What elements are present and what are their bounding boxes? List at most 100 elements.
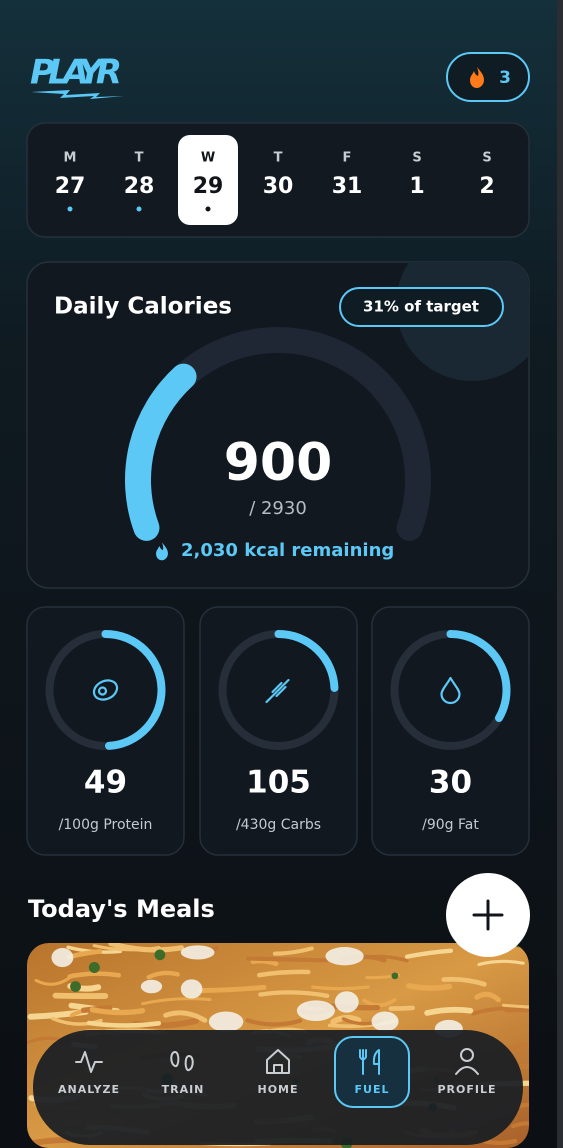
day-number[interactable]: 31 bbox=[332, 174, 363, 199]
noodle bbox=[197, 984, 267, 993]
nav-label[interactable]: ANALYZE bbox=[58, 1083, 120, 1096]
noodle bbox=[258, 990, 330, 999]
weekday[interactable]: S bbox=[412, 151, 421, 166]
macro-value: 105 bbox=[246, 765, 311, 801]
streak-flame bbox=[470, 67, 484, 88]
noodle bbox=[506, 1042, 529, 1051]
noodle bbox=[250, 958, 279, 967]
macro-ring bbox=[274, 630, 339, 692]
add-icon bbox=[472, 899, 504, 931]
weekday[interactable]: T bbox=[135, 151, 144, 166]
noodle bbox=[388, 1005, 415, 1011]
herb bbox=[154, 949, 166, 961]
noodle bbox=[502, 1003, 529, 1010]
protein-icon bbox=[92, 679, 119, 701]
macro-card bbox=[371, 606, 530, 856]
weekday[interactable]: F bbox=[343, 151, 352, 166]
herb bbox=[88, 961, 100, 974]
calories-remaining: 2,030 kcal remaining bbox=[181, 540, 394, 561]
weekday[interactable]: T bbox=[274, 151, 283, 166]
parmesan bbox=[180, 945, 215, 960]
nav-label[interactable]: PROFILE bbox=[437, 1083, 496, 1096]
day-number[interactable]: 27 bbox=[55, 174, 86, 199]
nav-active bbox=[334, 1036, 410, 1108]
noodle bbox=[405, 983, 453, 991]
noodle bbox=[92, 944, 161, 952]
day-number[interactable]: 1 bbox=[409, 174, 424, 199]
calories-target: / 2930 bbox=[249, 498, 307, 519]
macro-value: 49 bbox=[84, 765, 127, 801]
herb bbox=[391, 972, 399, 980]
logo-bolt bbox=[31, 90, 124, 99]
weekday[interactable]: M bbox=[64, 151, 77, 166]
noodle bbox=[441, 976, 487, 987]
meals-title: Today's Meals bbox=[28, 895, 215, 923]
noodle bbox=[503, 1006, 529, 1013]
macro-value: 30 bbox=[429, 765, 472, 801]
noodle bbox=[89, 1007, 146, 1016]
calories-consumed: 900 bbox=[224, 433, 333, 493]
parmesan bbox=[180, 979, 203, 999]
streak-pill[interactable] bbox=[446, 52, 530, 102]
noodle bbox=[141, 997, 212, 1006]
macro-card bbox=[199, 606, 358, 856]
week-card bbox=[26, 122, 530, 238]
day-number[interactable]: 28 bbox=[124, 174, 155, 199]
selected-day bbox=[178, 135, 238, 225]
noodle bbox=[245, 1018, 303, 1027]
streak-count: 3 bbox=[499, 68, 511, 88]
nav-icon bbox=[266, 1049, 290, 1074]
parmesan bbox=[371, 1011, 399, 1032]
nav-label[interactable]: FUEL bbox=[355, 1083, 390, 1096]
noodle bbox=[311, 985, 370, 991]
parmesan bbox=[296, 1000, 335, 1021]
target-pill bbox=[339, 287, 504, 327]
nav-icon bbox=[359, 1049, 380, 1075]
nav-icon bbox=[455, 1048, 479, 1075]
macro-ring bbox=[101, 630, 166, 750]
noodle bbox=[362, 998, 397, 1008]
nav-icon bbox=[170, 1051, 194, 1072]
noodle bbox=[404, 948, 454, 959]
logged-dot bbox=[67, 206, 73, 212]
noodle bbox=[86, 1020, 162, 1028]
logo: PLAYR bbox=[30, 53, 122, 93]
day-number[interactable]: 30 bbox=[263, 174, 294, 199]
parmesan bbox=[208, 1011, 244, 1032]
parmesan bbox=[140, 979, 163, 994]
weekday[interactable]: S bbox=[482, 151, 491, 166]
noodle bbox=[34, 973, 76, 986]
edge-strip bbox=[557, 0, 563, 1148]
parmesan bbox=[325, 946, 364, 966]
parmesan bbox=[334, 991, 359, 1013]
calorie-title: Daily Calories bbox=[54, 294, 232, 320]
day-number[interactable]: 2 bbox=[479, 174, 494, 199]
logged-dot bbox=[136, 206, 142, 212]
noodle bbox=[272, 946, 314, 956]
remaining-flame bbox=[156, 542, 168, 561]
nav-label[interactable]: TRAIN bbox=[162, 1083, 205, 1096]
noodle bbox=[474, 991, 501, 1003]
macro-card bbox=[26, 606, 185, 856]
nav-label[interactable]: HOME bbox=[257, 1083, 298, 1096]
noodle bbox=[245, 956, 329, 963]
carbs-icon bbox=[265, 678, 290, 704]
day-number[interactable]: 29 bbox=[193, 174, 224, 199]
nav-icon bbox=[75, 1051, 103, 1073]
noodle bbox=[163, 1010, 208, 1023]
target-badge: 31% of target bbox=[363, 298, 479, 316]
macro-label: /100g Protein bbox=[59, 817, 153, 833]
weekday[interactable]: W bbox=[201, 151, 215, 166]
noodle bbox=[477, 959, 525, 967]
herb bbox=[70, 981, 81, 992]
macro-ring bbox=[446, 630, 511, 722]
noodle bbox=[146, 970, 180, 980]
parmesan bbox=[51, 947, 74, 968]
noodle bbox=[511, 1121, 529, 1131]
protein-icon-bone bbox=[97, 686, 108, 696]
noodle bbox=[470, 1006, 510, 1016]
logged-dot bbox=[205, 206, 211, 212]
macro-label: /90g Fat bbox=[422, 817, 479, 833]
macro-label: /430g Carbs bbox=[236, 817, 321, 833]
